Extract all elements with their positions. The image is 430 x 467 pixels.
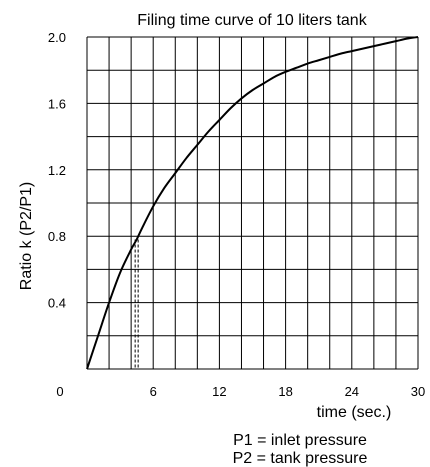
- x-tick-label: 12: [212, 384, 226, 399]
- y-axis-label: Ratio k (P2/P1): [18, 182, 35, 290]
- series-line-group: [86, 36, 419, 370]
- x-tick-label: 24: [345, 384, 359, 399]
- y-tick-label: 0.8: [48, 229, 66, 244]
- note-p1: P1 = inlet pressure: [233, 432, 367, 449]
- y-tick-label: 0.4: [48, 296, 66, 311]
- reference-lines: [134, 239, 139, 369]
- chart-title: Filing time curve of 10 liters tank: [137, 12, 367, 29]
- y-tick-label: 1.2: [48, 163, 66, 178]
- x-tick-label: 6: [150, 384, 157, 399]
- note-p2: P2 = tank pressure: [233, 450, 368, 467]
- y-tick-label: 1.6: [48, 96, 66, 111]
- grid: [86, 36, 419, 370]
- x-axis-label: time (sec.): [317, 404, 392, 421]
- y-tick-labels: 0.4 0.8 1.2 1.6 2.0: [48, 30, 66, 311]
- x-tick-labels: 0 6 12 18 24 30: [56, 384, 425, 399]
- series-line: [86, 36, 419, 370]
- x-tick-label: 30: [411, 384, 425, 399]
- x-tick-label: 0: [56, 384, 63, 399]
- x-tick-label: 18: [278, 384, 292, 399]
- y-tick-label: 2.0: [48, 30, 66, 45]
